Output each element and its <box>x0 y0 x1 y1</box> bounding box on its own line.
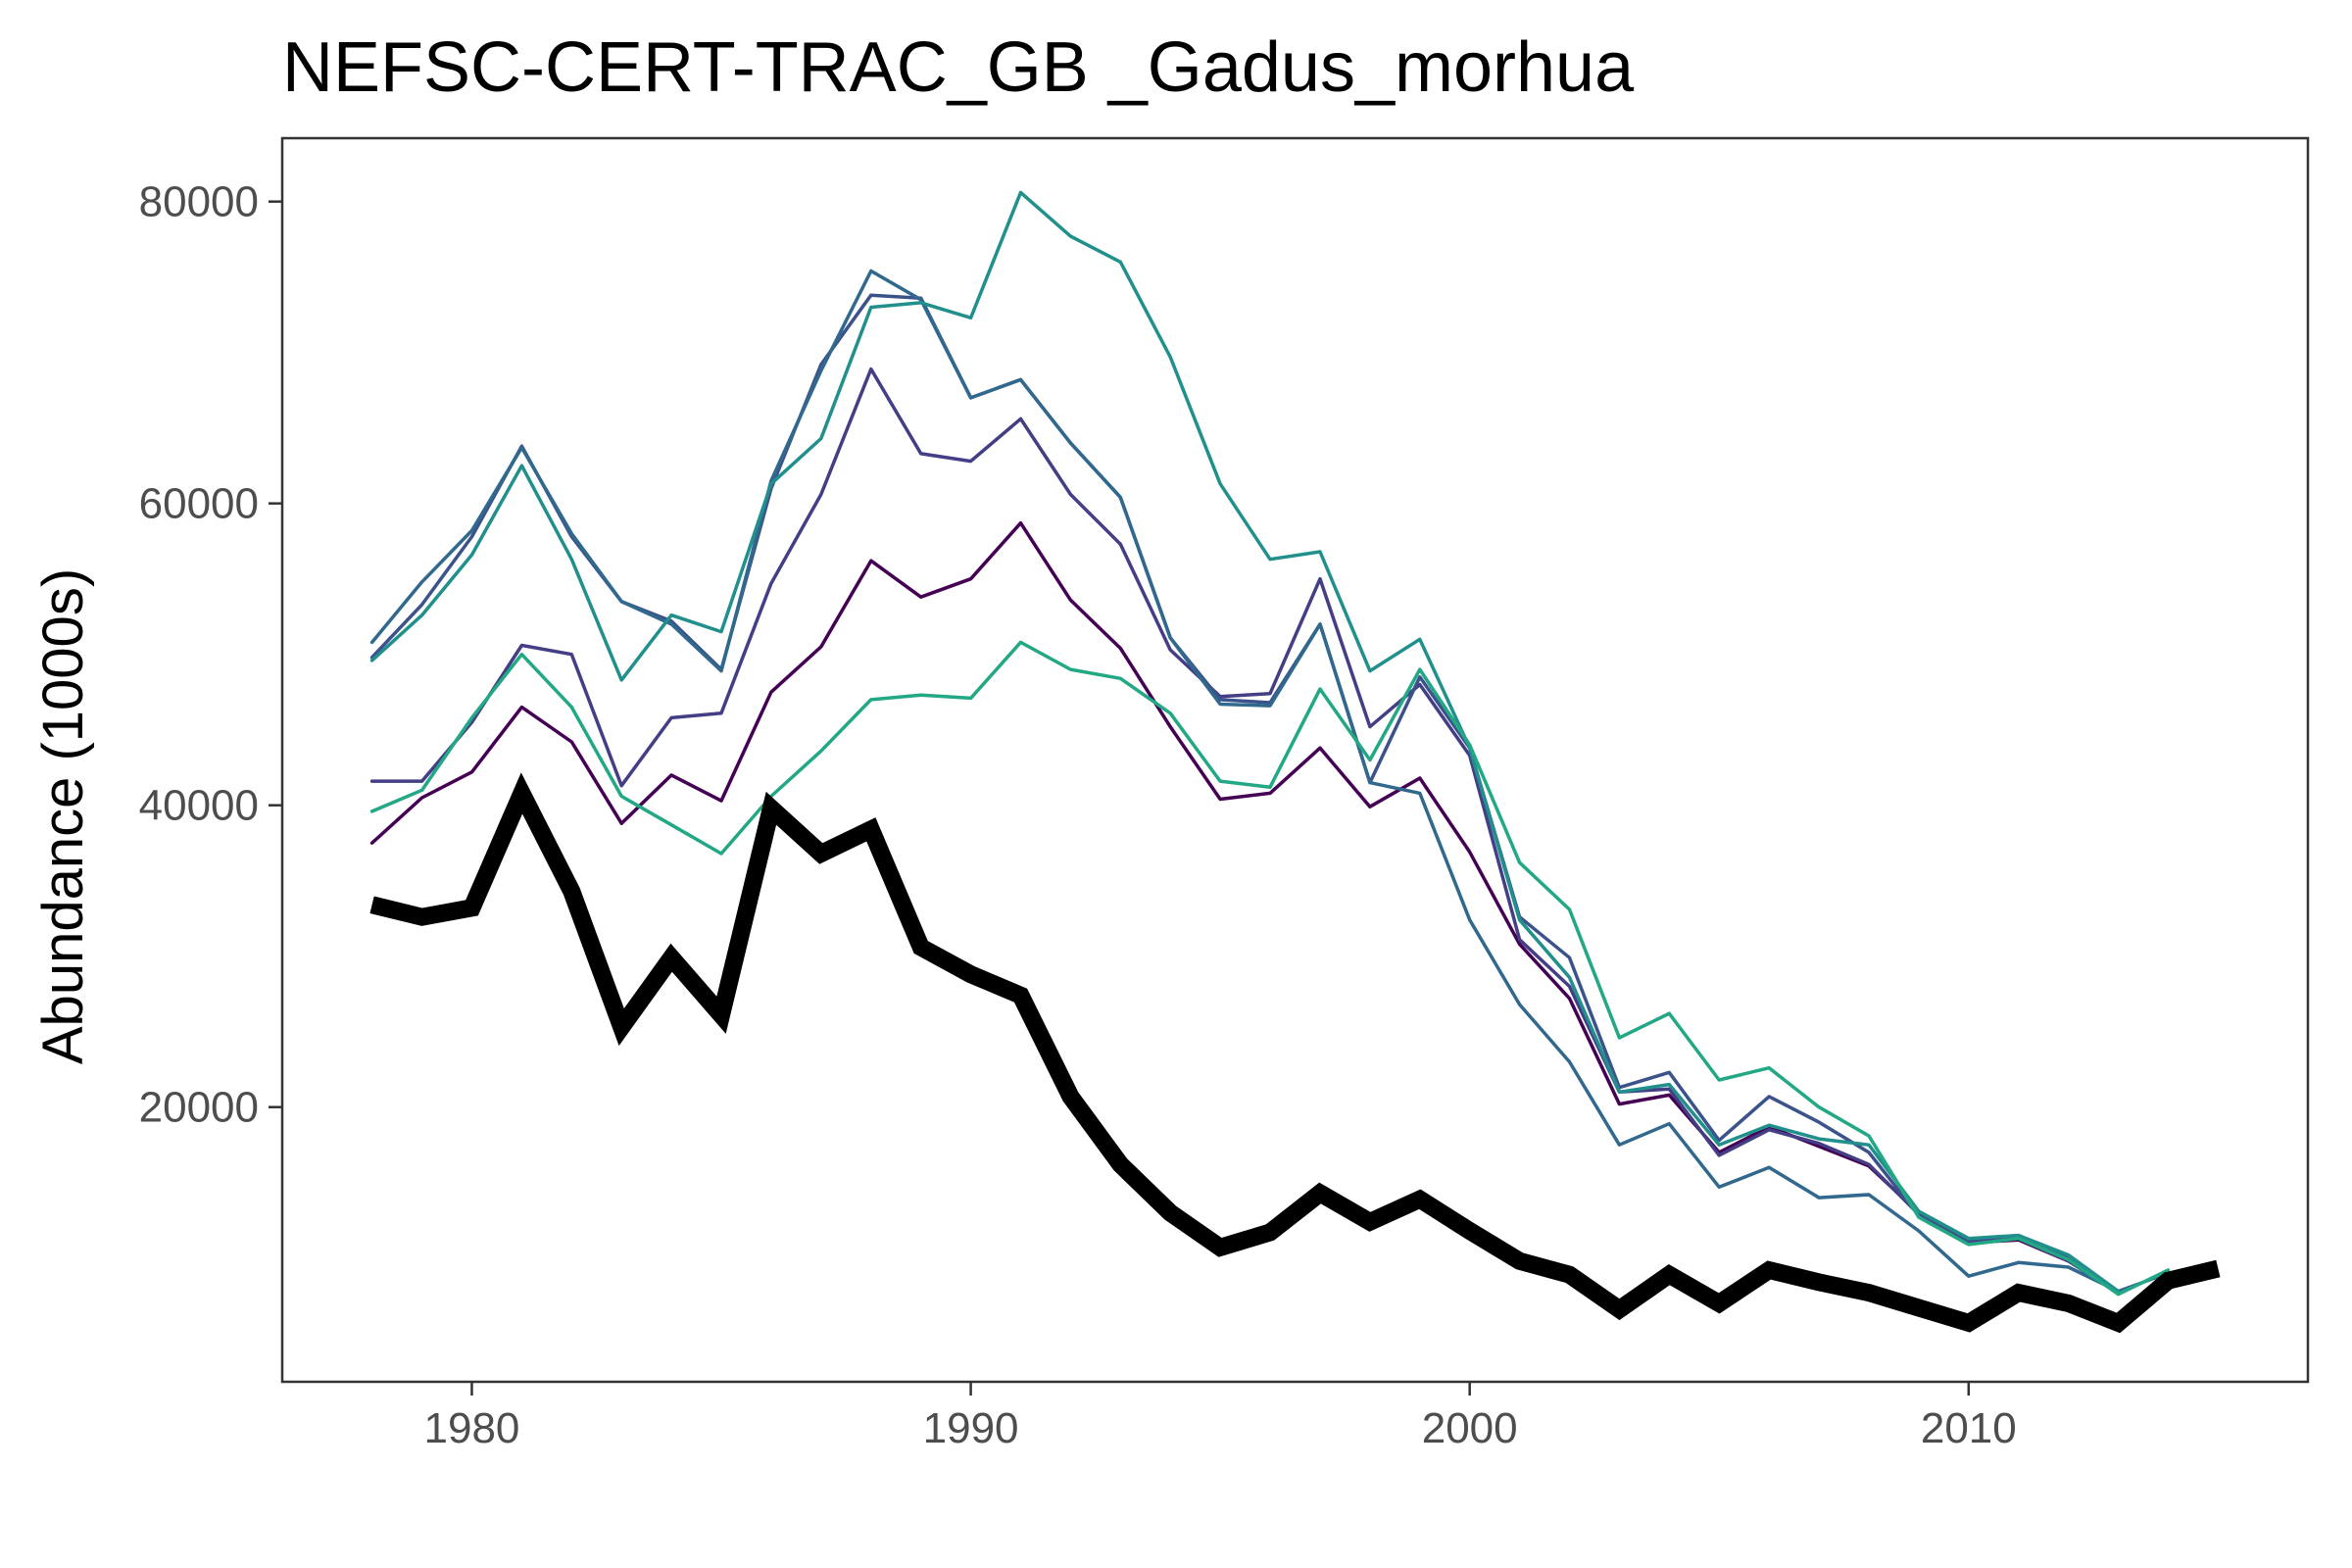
series-line-4 <box>369 269 2171 1294</box>
plot-area: 1980 1990 2000 2010 20000 40000 60000 80000 <box>139 136 2310 1452</box>
y-tick-label: 80000 <box>139 178 259 226</box>
series-line-1 <box>369 520 2121 1294</box>
series-line-2 <box>369 367 2121 1295</box>
panel-border <box>280 136 2310 1384</box>
x-tick-label: 2010 <box>1921 1404 2017 1452</box>
y-tick-label: 40000 <box>139 782 259 830</box>
series-line-main <box>369 772 2221 1334</box>
y-tick-label: 60000 <box>139 480 259 528</box>
series-line-6 <box>369 640 2171 1297</box>
x-tick-label: 2000 <box>1422 1404 1518 1452</box>
x-tick-label: 1980 <box>424 1404 520 1452</box>
chart-title: NEFSC-CERT-TRAC_GB _Gadus_morhua <box>282 28 1635 107</box>
series-line-3 <box>369 293 2121 1295</box>
y-axis-title: Abundance (1000s) <box>31 568 95 1064</box>
y-tick-label: 20000 <box>139 1084 259 1132</box>
series-line-5 <box>369 190 2121 1294</box>
x-tick-label: 1990 <box>923 1404 1019 1452</box>
